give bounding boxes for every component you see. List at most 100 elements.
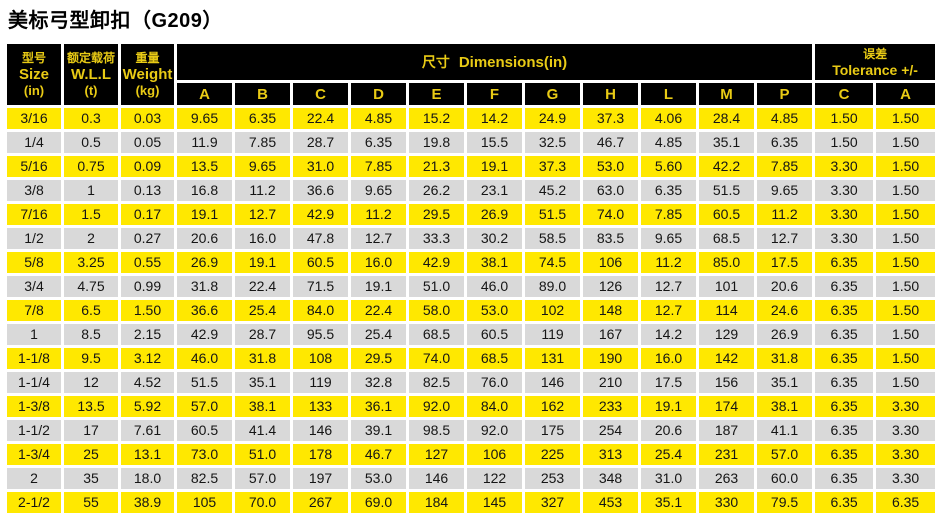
cell-dim-g: 225 bbox=[525, 444, 580, 465]
cell-dim-h: 167 bbox=[583, 324, 638, 345]
cell-dim-e: 42.9 bbox=[409, 252, 464, 273]
cell-size: 1-1/4 bbox=[7, 372, 61, 393]
cell-dim-p: 35.1 bbox=[757, 372, 813, 393]
cell-dim-m: 101 bbox=[699, 276, 754, 297]
table-row: 1-3/8 13.5 5.92 57.0 38.1 133 36.1 92.0 84.0 162 2… bbox=[7, 396, 936, 417]
cell-tol-c: 6.35 bbox=[815, 468, 874, 489]
cell-size: 2 bbox=[7, 468, 61, 489]
cell-dim-c: 60.5 bbox=[293, 252, 348, 273]
table-row: 1/2 2 0.27 20.6 16.0 47.8 12.7 33.3 30.2 58.5 83.5… bbox=[7, 228, 936, 249]
table-row: 1-1/4 12 4.52 51.5 35.1 119 32.8 82.5 76.0 146 210… bbox=[7, 372, 936, 393]
cell-wll: 0.75 bbox=[64, 156, 118, 177]
cell-tol-c: 6.35 bbox=[815, 420, 874, 441]
cell-dim-m: 330 bbox=[699, 492, 754, 513]
cell-wll: 2 bbox=[64, 228, 118, 249]
cell-dim-d: 4.85 bbox=[351, 108, 406, 129]
cell-wll: 1.5 bbox=[64, 204, 118, 225]
cell-dim-h: 53.0 bbox=[583, 156, 638, 177]
cell-dim-b: 11.2 bbox=[235, 180, 290, 201]
cell-dim-f: 46.0 bbox=[467, 276, 522, 297]
cell-dim-e: 74.0 bbox=[409, 348, 464, 369]
cell-weight: 38.9 bbox=[121, 492, 174, 513]
cell-dim-a: 9.65 bbox=[177, 108, 232, 129]
cell-dim-c: 267 bbox=[293, 492, 348, 513]
cell-dim-h: 190 bbox=[583, 348, 638, 369]
cell-dim-b: 41.4 bbox=[235, 420, 290, 441]
cell-tol-c: 1.50 bbox=[815, 132, 874, 153]
subheader-tol-c: C bbox=[815, 83, 874, 105]
cell-tol-c: 3.30 bbox=[815, 180, 874, 201]
cell-dim-p: 4.85 bbox=[757, 108, 813, 129]
cell-dim-p: 60.0 bbox=[757, 468, 813, 489]
cell-dim-f: 84.0 bbox=[467, 396, 522, 417]
page-title: 美标弓型卸扣（G209） bbox=[8, 10, 223, 32]
cell-tol-a: 1.50 bbox=[876, 132, 936, 153]
cell-dim-a: 51.5 bbox=[177, 372, 232, 393]
cell-tol-c: 6.35 bbox=[815, 324, 874, 345]
cell-tol-a: 1.50 bbox=[876, 228, 936, 249]
cell-size: 1-3/8 bbox=[7, 396, 61, 417]
cell-dim-g: 37.3 bbox=[525, 156, 580, 177]
cell-dim-a: 57.0 bbox=[177, 396, 232, 417]
table-row: 1-1/8 9.5 3.12 46.0 31.8 108 29.5 74.0 68.5 131 19… bbox=[7, 348, 936, 369]
cell-dim-e: 51.0 bbox=[409, 276, 464, 297]
weight-header-zh: 重量 bbox=[135, 50, 160, 65]
cell-tol-c: 3.30 bbox=[815, 228, 874, 249]
cell-dim-l: 35.1 bbox=[641, 492, 696, 513]
cell-tol-c: 6.35 bbox=[815, 276, 874, 297]
table-row: 3/4 4.75 0.99 31.8 22.4 71.5 19.1 51.0 46.0 89.0 1… bbox=[7, 276, 936, 297]
dimensions-header-en: Dimensions(in) bbox=[458, 54, 568, 71]
cell-dim-a: 26.9 bbox=[177, 252, 232, 273]
cell-tol-c: 6.35 bbox=[815, 348, 874, 369]
cell-dim-m: 231 bbox=[699, 444, 754, 465]
cell-dim-c: 71.5 bbox=[293, 276, 348, 297]
subheader-dim-e: E bbox=[409, 83, 464, 105]
wll-header-zh: 额定载荷 bbox=[66, 50, 115, 65]
cell-dim-b: 12.7 bbox=[235, 204, 290, 225]
cell-tol-a: 3.30 bbox=[876, 420, 936, 441]
cell-dim-c: 197 bbox=[293, 468, 348, 489]
cell-dim-p: 9.65 bbox=[757, 180, 813, 201]
cell-dim-d: 29.5 bbox=[351, 348, 406, 369]
cell-dim-l: 14.2 bbox=[641, 324, 696, 345]
cell-dim-m: 187 bbox=[699, 420, 754, 441]
cell-dim-p: 17.5 bbox=[757, 252, 813, 273]
cell-dim-f: 92.0 bbox=[467, 420, 522, 441]
cell-dim-b: 25.4 bbox=[235, 300, 290, 321]
cell-dim-m: 263 bbox=[699, 468, 754, 489]
cell-dim-m: 85.0 bbox=[699, 252, 754, 273]
wll-header-unit: (t) bbox=[84, 82, 98, 98]
cell-dim-g: 74.5 bbox=[525, 252, 580, 273]
dimensions-header-zh: 尺寸 bbox=[421, 54, 450, 70]
cell-dim-b: 35.1 bbox=[235, 372, 290, 393]
cell-dim-e: 19.8 bbox=[409, 132, 464, 153]
cell-dim-a: 42.9 bbox=[177, 324, 232, 345]
cell-dim-b: 16.0 bbox=[235, 228, 290, 249]
cell-wll: 25 bbox=[64, 444, 118, 465]
table-row: 3/16 0.3 0.03 9.65 6.35 22.4 4.85 15.2 14.2 24.9 3… bbox=[7, 108, 936, 129]
cell-tol-c: 1.50 bbox=[815, 108, 874, 129]
cell-tol-a: 1.50 bbox=[876, 300, 936, 321]
cell-dim-c: 36.6 bbox=[293, 180, 348, 201]
table-row: 3/8 1 0.13 16.8 11.2 36.6 9.65 26.2 23.1 45.2 63.0… bbox=[7, 180, 936, 201]
weight-header-unit: (kg) bbox=[135, 82, 160, 98]
cell-dim-f: 68.5 bbox=[467, 348, 522, 369]
cell-dim-a: 11.9 bbox=[177, 132, 232, 153]
cell-dim-p: 24.6 bbox=[757, 300, 813, 321]
shackle-spec-table: 型号 Size (in) 额定载荷 W.L.L (t) 重量 Weight (k… bbox=[4, 41, 938, 516]
cell-dim-d: 6.35 bbox=[351, 132, 406, 153]
cell-size: 1-1/2 bbox=[7, 420, 61, 441]
cell-dim-m: 174 bbox=[699, 396, 754, 417]
cell-dim-c: 95.5 bbox=[293, 324, 348, 345]
cell-dim-f: 76.0 bbox=[467, 372, 522, 393]
cell-dim-d: 12.7 bbox=[351, 228, 406, 249]
cell-dim-l: 17.5 bbox=[641, 372, 696, 393]
cell-dim-l: 16.0 bbox=[641, 348, 696, 369]
subheader-dim-l: L bbox=[641, 83, 696, 105]
cell-dim-l: 25.4 bbox=[641, 444, 696, 465]
cell-dim-b: 22.4 bbox=[235, 276, 290, 297]
cell-size: 3/4 bbox=[7, 276, 61, 297]
cell-wll: 9.5 bbox=[64, 348, 118, 369]
cell-dim-l: 20.6 bbox=[641, 420, 696, 441]
cell-tol-a: 1.50 bbox=[876, 108, 936, 129]
